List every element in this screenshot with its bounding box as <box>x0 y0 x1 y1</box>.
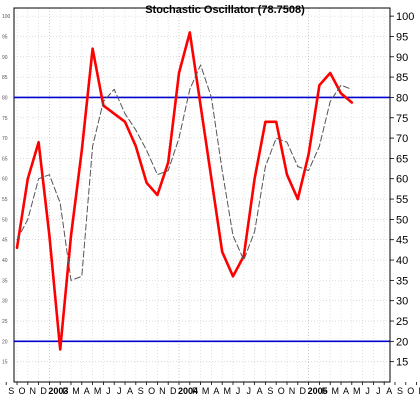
x-month-label: S <box>267 386 273 396</box>
x-month-label: N <box>289 386 296 396</box>
y-tick-label-right: 70 <box>396 133 408 145</box>
y-tick-label-left: 50 <box>2 217 8 223</box>
y-tick-label-right: 55 <box>396 194 408 206</box>
x-month-label: S <box>138 386 144 396</box>
x-month-label: M <box>223 386 231 396</box>
x-month-label: M <box>331 386 339 396</box>
x-month-label: J <box>247 386 252 396</box>
x-month-label: O <box>278 386 285 396</box>
y-tick-label-left: 40 <box>2 258 8 264</box>
y-tick-label-left: 85 <box>2 75 8 81</box>
x-month-label: A <box>127 386 133 396</box>
x-month-label: O <box>18 386 25 396</box>
y-tick-label-left: 45 <box>2 238 8 244</box>
y-tick-label-right: 50 <box>396 214 408 226</box>
x-month-label: A <box>343 386 349 396</box>
x-month-label: J <box>117 386 122 396</box>
x-month-label: J <box>236 386 241 396</box>
y-tick-label-right: 75 <box>396 113 408 125</box>
x-month-label: M <box>94 386 102 396</box>
y-tick-label-left: 80 <box>2 95 8 101</box>
y-tick-label-right: 100 <box>396 11 414 23</box>
x-month-label: J <box>376 386 381 396</box>
y-tick-label-left: 75 <box>2 116 8 122</box>
x-month-label: F <box>322 386 328 396</box>
y-tick-label-left: 20 <box>2 339 8 345</box>
y-tick-label-right: 80 <box>396 92 408 104</box>
x-month-label: D <box>300 386 307 396</box>
x-month-label: D <box>170 386 177 396</box>
chart-title: Stochastic Oscillator (78.7508) <box>145 4 305 16</box>
x-month-label: A <box>213 386 219 396</box>
y-tick-label-right: 60 <box>396 174 408 186</box>
y-tick-label-left: 65 <box>2 156 8 162</box>
x-month-label: F <box>62 386 68 396</box>
y-tick-label-left: 30 <box>2 299 8 305</box>
x-month-label: J <box>365 386 370 396</box>
x-month-label: M <box>353 386 361 396</box>
y-tick-label-right: 30 <box>396 296 408 308</box>
x-month-label: F <box>192 386 198 396</box>
x-month-label: A <box>84 386 90 396</box>
x-month-label: O <box>407 386 414 396</box>
y-tick-label-right: 15 <box>396 357 408 369</box>
y-tick-label-left: 70 <box>2 136 8 142</box>
y-tick-label-left: 15 <box>2 360 8 366</box>
y-tick-label-left: 60 <box>2 177 8 183</box>
y-tick-label-left: 100 <box>2 14 11 20</box>
x-month-label: S <box>397 386 403 396</box>
x-month-label: A <box>257 386 263 396</box>
x-month-label: J <box>106 386 111 396</box>
y-tick-label-left: 25 <box>2 319 8 325</box>
y-tick-label-left: 90 <box>2 55 8 61</box>
x-month-label: D <box>40 386 47 396</box>
y-tick-label-right: 85 <box>396 72 408 84</box>
y-tick-label-right: 65 <box>396 153 408 165</box>
y-tick-label-right: 40 <box>396 255 408 267</box>
x-month-label: N <box>30 386 37 396</box>
y-tick-label-right: 45 <box>396 235 408 247</box>
x-month-label: N <box>159 386 166 396</box>
y-tick-label-right: 20 <box>396 336 408 348</box>
y-tick-label-left: 95 <box>2 34 8 40</box>
y-tick-label-left: 35 <box>2 278 8 284</box>
x-month-label: O <box>148 386 155 396</box>
x-month-label: M <box>72 386 80 396</box>
x-month-label: S <box>8 386 14 396</box>
y-tick-label-right: 90 <box>396 52 408 64</box>
x-month-label: A <box>386 386 392 396</box>
y-tick-label-right: 35 <box>396 275 408 287</box>
y-tick-label-left: 55 <box>2 197 8 203</box>
y-tick-label-right: 25 <box>396 316 408 328</box>
y-tick-label-right: 95 <box>396 31 408 43</box>
x-month-label: M <box>202 386 210 396</box>
